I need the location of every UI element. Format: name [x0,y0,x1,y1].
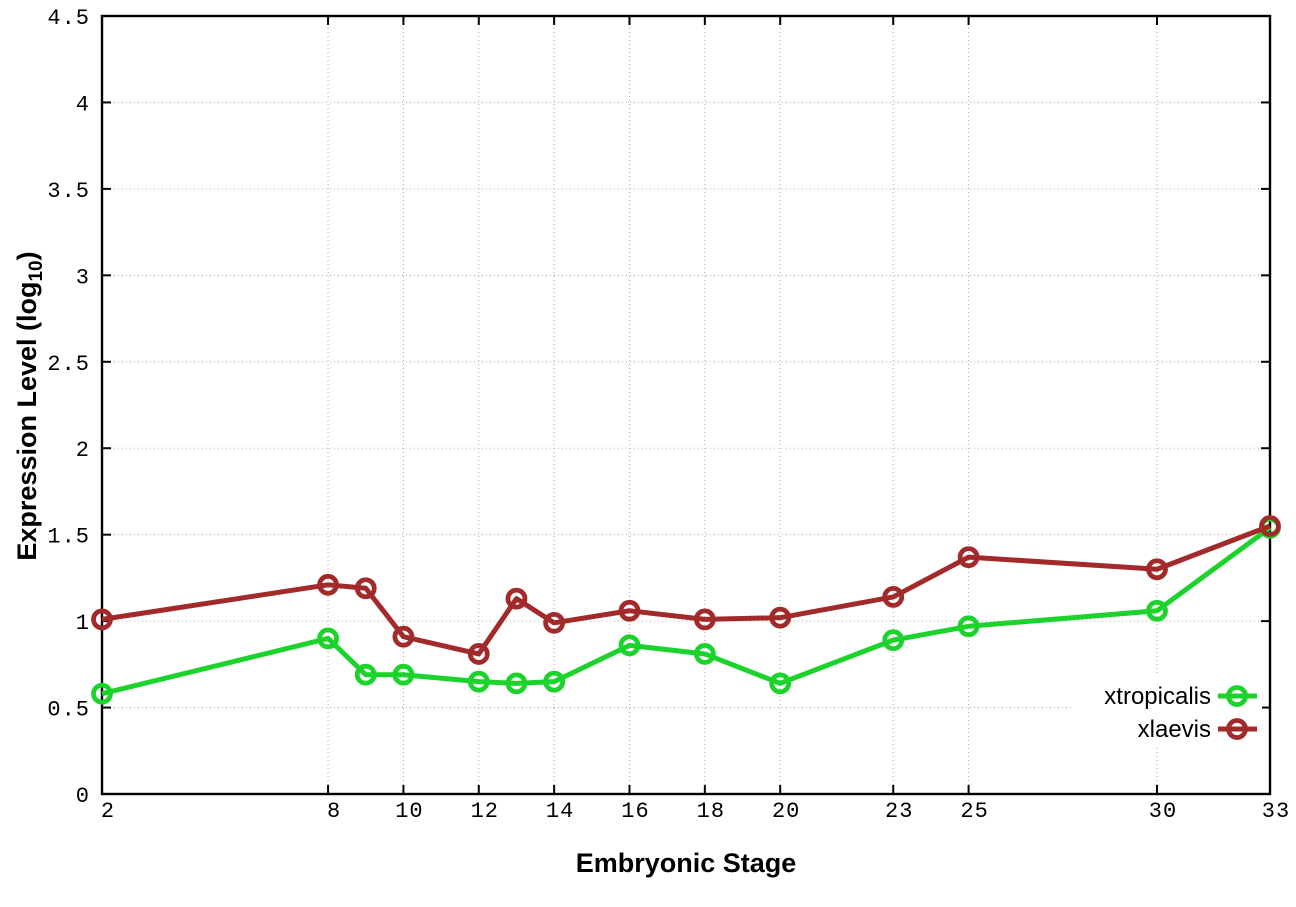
data-point-xlaevis [91,608,113,631]
data-point-xtropicalis [392,663,415,686]
legend-label-xlaevis: xlaevis [1138,716,1211,743]
legend: xtropicalis xlaevis [1072,676,1262,748]
data-point-xlaevis [618,599,641,622]
legend-label-xtropicalis: xtropicalis [1104,683,1211,710]
legend-point-sample-xtropicalis [1226,685,1248,707]
y-tick-label: 3.5 [47,179,90,204]
data-point-xtropicalis [769,672,792,695]
data-point-xtropicalis [693,643,716,665]
y-tick-label: 0 [76,784,90,809]
data-point-xtropicalis [543,670,566,693]
x-tick-label: 14 [546,799,574,824]
axis-ticks [101,15,1271,795]
data-point-xlaevis [543,611,566,634]
y-tick-label: 4.5 [47,6,90,31]
data-point-xtropicalis [317,627,339,650]
data-point-xlaevis [317,573,339,596]
x-tick-label: 33 [1262,799,1290,824]
y-tick-label: 4 [76,92,90,117]
data-point-xtropicalis [354,663,377,686]
x-tick-label: 30 [1149,799,1177,824]
data-point-xlaevis [354,577,377,600]
data-point-xlaevis [693,608,716,631]
data-point-xtropicalis [1146,599,1168,622]
data-point-xlaevis [467,643,490,665]
legend-point-sample-xlaevis [1226,718,1248,740]
data-series [91,515,1281,705]
x-tick-label: 16 [621,799,649,824]
legend-marker-samples [1218,685,1257,740]
data-point-xlaevis [1146,558,1168,581]
data-point-xtropicalis [467,670,490,693]
x-tick-label: 18 [697,799,725,824]
y-tick-labels: 0 0.5 1 1.5 2 2.5 3 3.5 4 4.5 [47,6,90,809]
plot-border [100,14,1272,796]
x-tick-label: 23 [885,799,913,824]
data-point-xlaevis [1259,515,1281,537]
data-point-xlaevis [392,625,415,648]
data-point-xlaevis [505,587,528,610]
y-tick-label: 3 [76,265,90,290]
x-tick-label: 12 [471,799,499,824]
data-point-xtropicalis [882,629,905,652]
y-tick-label: 1 [76,611,90,636]
data-point-xlaevis [957,546,980,569]
data-point-xtropicalis [91,682,113,705]
x-tick-labels: 2 8 10 12 14 16 18 20 23 25 30 33 [101,799,1290,824]
x-tick-label: 10 [395,799,423,824]
data-point-xtropicalis [618,634,641,657]
data-point-xtropicalis [505,672,528,695]
y-tick-label: 1.5 [47,525,90,550]
x-tick-label: 20 [772,799,800,824]
data-point-xtropicalis [957,615,980,638]
x-tick-label: 25 [960,799,988,824]
x-tick-label: 2 [101,799,115,824]
y-tick-label: 2.5 [47,352,90,377]
x-axis-title: Embryonic Stage [576,848,797,878]
data-point-xlaevis [769,606,792,629]
data-point-xlaevis [882,586,905,608]
y-axis-title: Expression Level (log10) [12,251,47,560]
y-tick-label: 0.5 [47,698,90,723]
x-tick-label: 8 [327,799,341,824]
y-tick-label: 2 [76,438,90,463]
